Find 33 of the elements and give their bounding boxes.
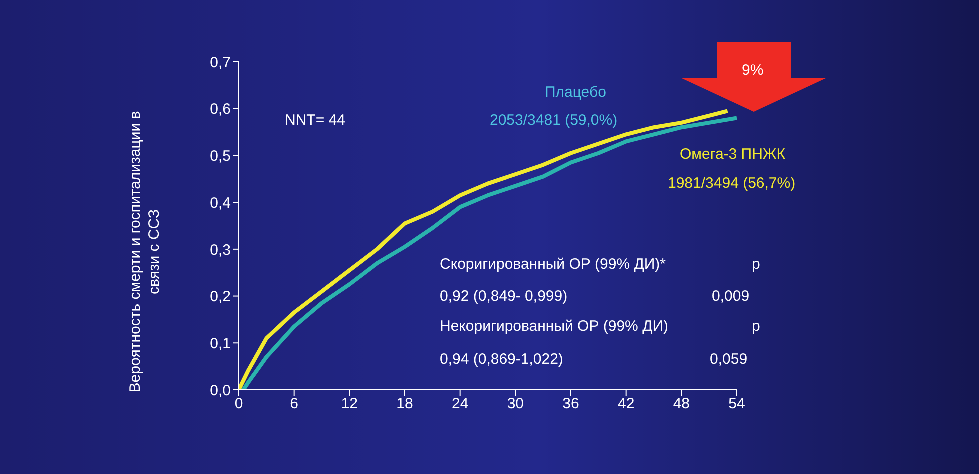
annotation: 0,059 — [710, 351, 748, 368]
y-tick-label: 0,5 — [210, 148, 231, 166]
x-tick-label: 24 — [452, 396, 469, 413]
y-tick-label: 0,3 — [210, 242, 231, 259]
annotation: Плацебо — [545, 84, 606, 101]
x-tick-label: 36 — [562, 396, 580, 413]
x-tick-label: 0 — [234, 396, 244, 413]
y-tick-label: 0,1 — [210, 335, 231, 352]
annotation: Скоригированный ОР (99% ДИ)* — [440, 256, 666, 273]
y-axis-title: Вероятность смерти и госпитализации в связи с ССЗ — [127, 111, 163, 393]
text: p — [752, 318, 760, 335]
y-tick-label: 0,0 — [210, 382, 231, 400]
x-tick-label: 54 — [728, 396, 746, 413]
x-tick-label: 30 — [507, 396, 524, 413]
annotation: 2053/3481 (59,0%) — [490, 112, 618, 129]
text: 9% — [742, 62, 764, 79]
annotation: 1981/3494 (56,7%) — [668, 175, 796, 192]
annotation: 0,009 — [712, 288, 750, 305]
annotation: Омега-3 ПНЖК — [680, 146, 786, 163]
x-tick-label: 42 — [618, 396, 635, 413]
y-tick-label: 0,7 — [210, 54, 231, 72]
annotation: NNT= 44 — [285, 112, 346, 129]
text: p — [752, 256, 760, 273]
annotation: Некоригированный ОР (99% ДИ) — [440, 318, 669, 335]
y-tick-label: 0,4 — [210, 194, 231, 212]
y-tick-label: 0,2 — [210, 288, 231, 306]
x-tick-label: 12 — [341, 396, 358, 413]
x-tick-label: 48 — [673, 396, 690, 413]
annotation: 0,94 (0,869-1,022) — [440, 351, 564, 368]
x-tick-label: 18 — [396, 396, 414, 413]
x-tick-label: 6 — [290, 396, 299, 413]
annotation: 0,92 (0,849- 0,999) — [440, 288, 568, 305]
y-tick-label: 0,6 — [210, 101, 231, 118]
